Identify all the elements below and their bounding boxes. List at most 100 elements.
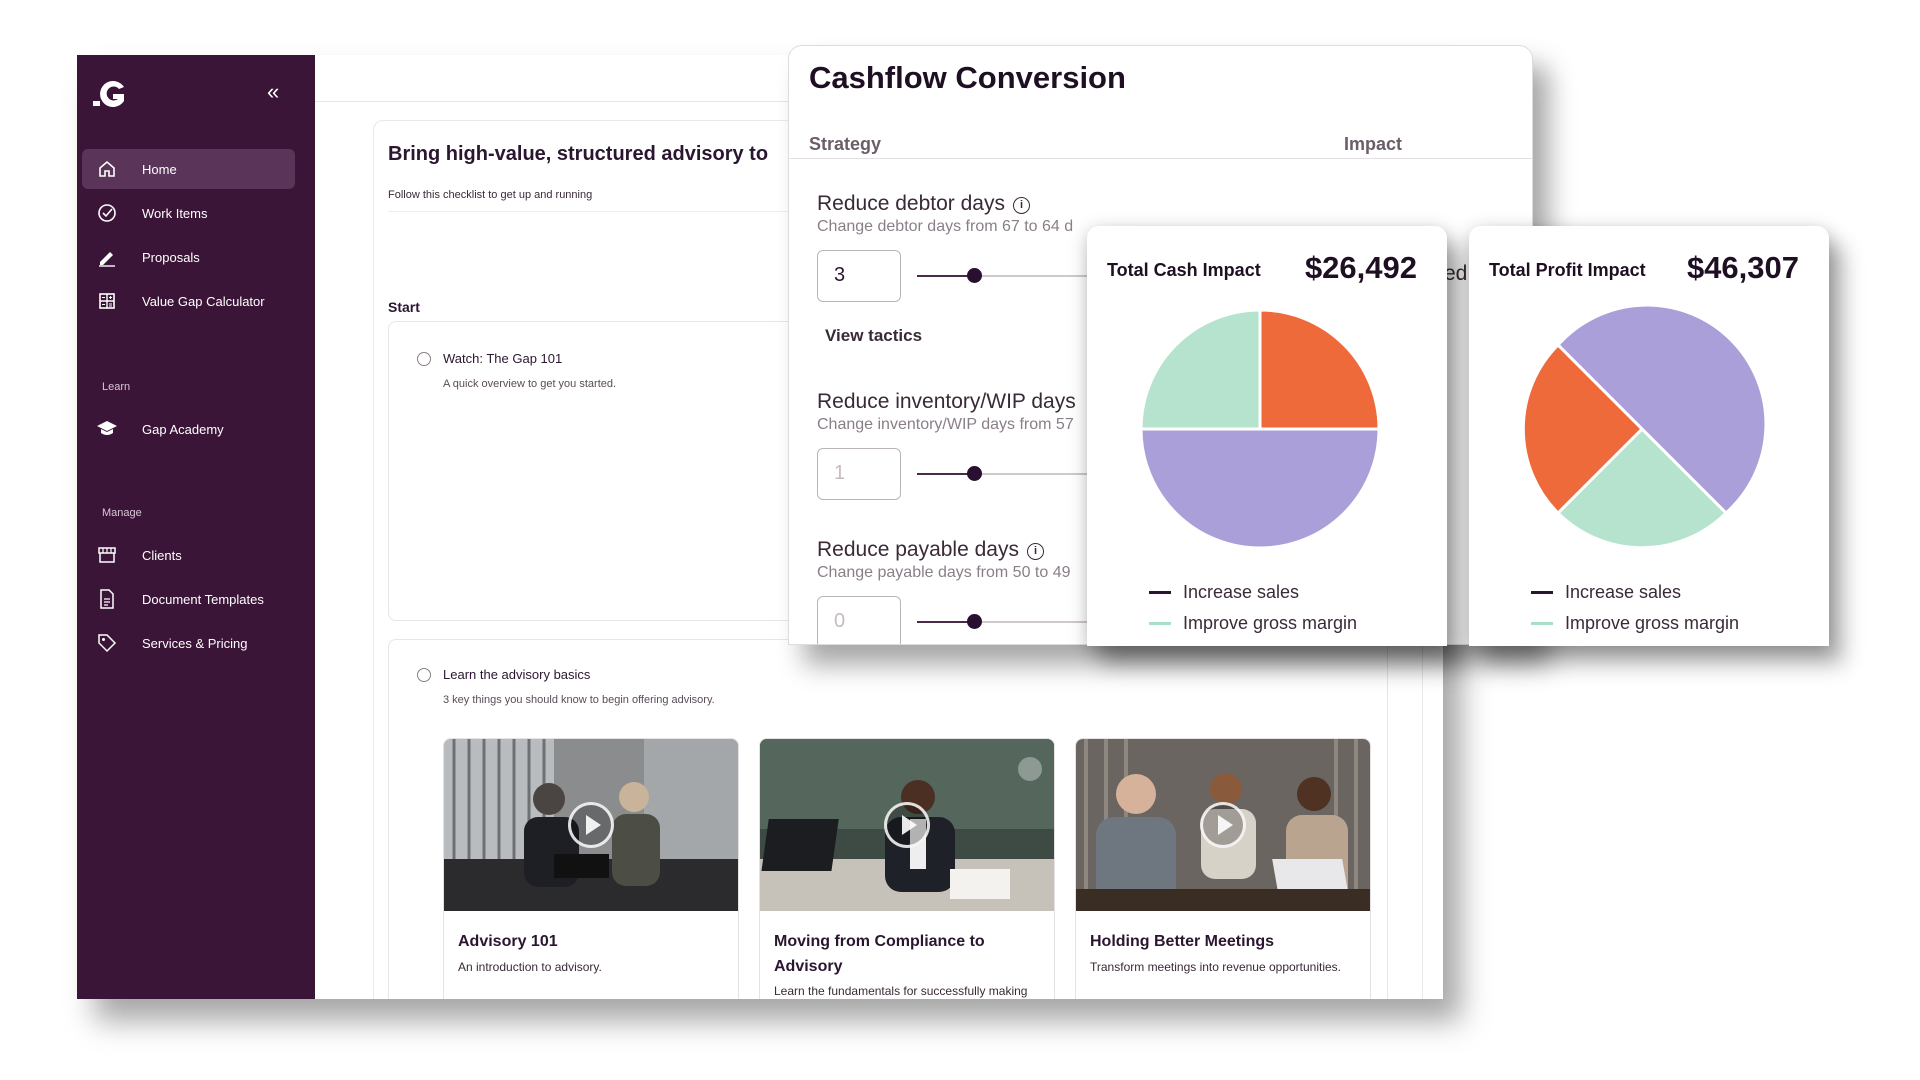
pie-slice bbox=[1555, 426, 1729, 550]
impact-value: $46,307 bbox=[1686, 250, 1799, 285]
strategy-desc: Change debtor days from 67 to 64 d bbox=[817, 218, 1074, 235]
store-icon bbox=[96, 544, 118, 566]
sidebar-item-clients[interactable]: Clients bbox=[82, 535, 295, 575]
task-radio[interactable] bbox=[417, 668, 431, 682]
task-card-advisory-basics[interactable]: Learn the advisory basics 3 key things y… bbox=[388, 639, 1388, 999]
sidebar-section-manage: Manage bbox=[102, 507, 142, 519]
strategy-title-payable: Reduce payable days i bbox=[817, 538, 1044, 562]
legend-swatch bbox=[1531, 622, 1553, 625]
legend-swatch bbox=[1149, 622, 1171, 625]
slider-track-filled bbox=[917, 473, 974, 475]
video-card-compliance-to-advisory[interactable]: Moving from Compliance to Advisory Learn… bbox=[759, 738, 1055, 999]
debtor-days-input[interactable]: 3 bbox=[817, 250, 901, 302]
payable-days-input[interactable]: 0 bbox=[817, 596, 901, 644]
document-icon bbox=[96, 588, 118, 610]
legend-item: Increase sales bbox=[1149, 582, 1299, 603]
header-divider bbox=[789, 158, 1532, 159]
column-header-impact: Impact bbox=[1344, 134, 1403, 154]
sidebar-item-label: Proposals bbox=[142, 249, 200, 265]
sidebar-item-value-gap-calculator[interactable]: Value Gap Calculator bbox=[82, 281, 295, 321]
task-title: Learn the advisory basics bbox=[443, 667, 591, 682]
video-desc: Learn the fundamentals for successfully … bbox=[774, 984, 1028, 998]
page-subline: Follow this checklist to get up and runn… bbox=[388, 189, 593, 201]
info-icon[interactable]: i bbox=[1026, 543, 1044, 560]
impact-label: Total Cash Impact bbox=[1107, 260, 1261, 280]
sidebar-item-proposals[interactable]: Proposals bbox=[82, 237, 295, 277]
legend-label: Increase sales bbox=[1565, 582, 1682, 602]
strategy-desc: Change payable days from 50 to 49 bbox=[817, 564, 1071, 581]
slider-track-filled bbox=[917, 621, 974, 623]
legend-label: Improve gross margin bbox=[1183, 613, 1358, 633]
legend-swatch bbox=[1531, 591, 1553, 594]
sidebar-item-services-pricing[interactable]: Services & Pricing bbox=[82, 623, 295, 663]
legend-item: Increase sales bbox=[1531, 582, 1681, 603]
play-icon[interactable] bbox=[568, 802, 614, 848]
slider-track[interactable] bbox=[974, 275, 1174, 277]
slider-track[interactable] bbox=[974, 473, 1174, 475]
task-radio[interactable] bbox=[417, 352, 431, 366]
check-circle-icon bbox=[96, 202, 118, 224]
column-header-strategy: Strategy bbox=[809, 134, 882, 154]
graduation-cap-icon bbox=[96, 418, 118, 440]
sidebar: « Home Work Items Proposals Value Gap Ca… bbox=[77, 55, 315, 999]
home-icon bbox=[96, 158, 118, 180]
pen-icon bbox=[96, 246, 118, 268]
inventory-days-input[interactable]: 1 bbox=[817, 448, 901, 500]
legend-label: Increase sales bbox=[1183, 582, 1300, 602]
sidebar-item-label: Work Items bbox=[142, 205, 208, 221]
collapse-sidebar-icon[interactable]: « bbox=[267, 79, 280, 104]
pie-slice bbox=[1258, 308, 1381, 431]
inventory-days-slider-handle[interactable] bbox=[967, 466, 982, 481]
sidebar-item-gap-academy[interactable]: Gap Academy bbox=[82, 409, 295, 449]
video-thumbnail[interactable] bbox=[760, 739, 1054, 911]
video-desc: An introduction to advisory. bbox=[458, 960, 602, 974]
pie-slice bbox=[1139, 427, 1381, 550]
profit-impact-pie-chart bbox=[1521, 304, 1767, 550]
strategy-title-debtor: Reduce debtor days i bbox=[817, 192, 1030, 216]
video-thumbnail[interactable] bbox=[1076, 739, 1370, 911]
sidebar-item-document-templates[interactable]: Document Templates bbox=[82, 579, 295, 619]
cash-impact-pie-chart bbox=[1139, 308, 1381, 550]
strategy-title-inventory: Reduce inventory/WIP days bbox=[817, 390, 1076, 413]
page-headline: Bring high-value, structured advisory to bbox=[388, 143, 769, 165]
sidebar-item-work-items[interactable]: Work Items bbox=[82, 193, 295, 233]
play-icon[interactable] bbox=[884, 802, 930, 848]
calculator-icon bbox=[96, 290, 118, 312]
strategy-title-text: Reduce payable days bbox=[817, 538, 1019, 561]
play-icon[interactable] bbox=[1200, 802, 1246, 848]
start-section-label: Start bbox=[388, 299, 420, 315]
video-title: Holding Better Meetings bbox=[1090, 933, 1275, 950]
video-card-better-meetings[interactable]: Holding Better Meetings Transform meetin… bbox=[1075, 738, 1371, 999]
total-profit-impact-card: Total Profit Impact $46,307 Increase sal… bbox=[1469, 226, 1829, 646]
pie-slice bbox=[1555, 304, 1767, 516]
legend-label: Improve gross margin bbox=[1565, 613, 1740, 633]
task-title: Watch: The Gap 101 bbox=[443, 351, 563, 366]
task-desc: 3 key things you should know to begin of… bbox=[443, 694, 715, 706]
video-desc: Transform meetings into revenue opportun… bbox=[1090, 960, 1342, 974]
sidebar-item-label: Gap Academy bbox=[142, 421, 224, 437]
legend-item: Improve gross margin bbox=[1531, 613, 1739, 634]
strategy-title-text: Reduce debtor days bbox=[817, 192, 1005, 215]
task-desc: A quick overview to get you started. bbox=[443, 378, 617, 390]
debtor-days-slider-handle[interactable] bbox=[967, 268, 982, 283]
sidebar-item-label: Clients bbox=[142, 547, 182, 563]
info-icon[interactable]: i bbox=[1012, 197, 1030, 214]
sidebar-item-label: Services & Pricing bbox=[142, 635, 248, 651]
pie-slice bbox=[1521, 342, 1645, 516]
gap-logo-icon[interactable] bbox=[91, 77, 131, 113]
legend-swatch bbox=[1149, 591, 1171, 594]
legend-item: Improve gross margin bbox=[1149, 613, 1357, 634]
sidebar-item-label: Value Gap Calculator bbox=[142, 293, 265, 309]
view-tactics-link[interactable]: View tactics bbox=[825, 326, 923, 345]
video-title: Moving from Compliance to Advisory bbox=[774, 933, 985, 975]
video-card-advisory-101[interactable]: Advisory 101 An introduction to advisory… bbox=[443, 738, 739, 999]
payable-days-slider-handle[interactable] bbox=[967, 614, 982, 629]
sidebar-item-label: Home bbox=[142, 161, 177, 177]
impact-value: $26,492 bbox=[1304, 250, 1417, 285]
tag-icon bbox=[96, 632, 118, 654]
total-cash-impact-card: Total Cash Impact $26,492 Increase sales… bbox=[1087, 226, 1447, 646]
video-thumbnail[interactable] bbox=[444, 739, 738, 911]
strategy-desc: Change inventory/WIP days from 57 bbox=[817, 416, 1074, 433]
sidebar-item-home[interactable]: Home bbox=[82, 149, 295, 189]
slider-track[interactable] bbox=[974, 621, 1174, 623]
